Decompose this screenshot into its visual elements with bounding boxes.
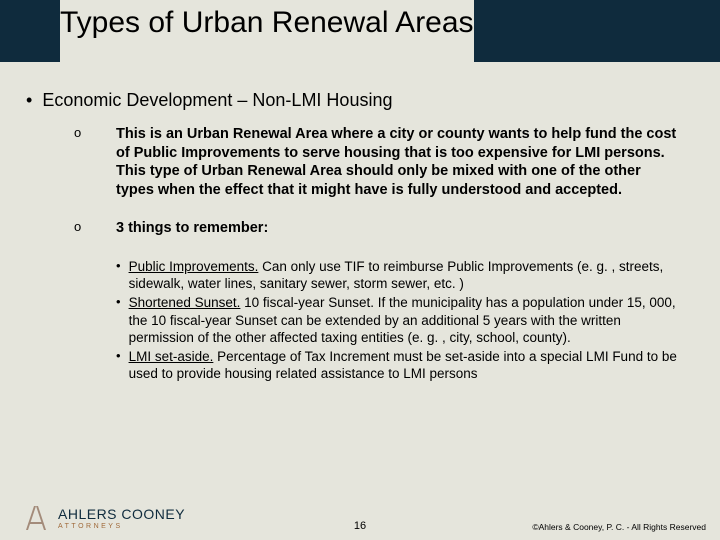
inner-body: Public Improvements. Can only use TIF to… xyxy=(129,258,680,293)
sub-marker: o xyxy=(74,219,116,238)
logo-name-text: AHLERS COONEY xyxy=(58,506,185,522)
inner-lead: LMI set-aside. xyxy=(129,349,214,364)
inner-body: Shortened Sunset. 10 fiscal-year Sunset.… xyxy=(129,294,680,346)
footer: AHLERS COONEY ATTORNEYS 16 ©Ahlers & Coo… xyxy=(0,482,720,540)
sub-marker: o xyxy=(74,125,116,199)
logo-name: AHLERS COONEY xyxy=(58,506,185,522)
inner-body: LMI set-aside. Percentage of Tax Increme… xyxy=(129,348,680,383)
logo: AHLERS COONEY ATTORNEYS xyxy=(22,502,185,534)
title-bar: Types of Urban Renewal Areas xyxy=(0,0,720,62)
page-number: 16 xyxy=(354,520,366,532)
inner-item: • LMI set-aside. Percentage of Tax Incre… xyxy=(116,348,680,383)
sub-body: 3 things to remember: xyxy=(116,219,680,238)
logo-text-block: AHLERS COONEY ATTORNEYS xyxy=(58,506,185,530)
logo-subtitle: ATTORNEYS xyxy=(58,523,185,530)
inner-list: • Public Improvements. Can only use TIF … xyxy=(116,258,680,383)
bullet-dot: • xyxy=(26,91,32,109)
sub-list: o This is an Urban Renewal Area where a … xyxy=(74,125,680,238)
inner-dot: • xyxy=(116,258,121,293)
sub-body: This is an Urban Renewal Area where a ci… xyxy=(116,125,680,199)
copyright-text: ©Ahlers & Cooney, P. C. - All Rights Res… xyxy=(532,522,706,532)
sub-item: o This is an Urban Renewal Area where a … xyxy=(74,125,680,199)
top-bullet: • Economic Development – Non-LMI Housing xyxy=(26,90,680,111)
inner-dot: • xyxy=(116,294,121,346)
top-bullet-text: Economic Development – Non-LMI Housing xyxy=(42,90,392,111)
inner-lead: Public Improvements. xyxy=(129,259,259,274)
inner-lead: Shortened Sunset. xyxy=(129,295,241,310)
inner-item: • Shortened Sunset. 10 fiscal-year Sunse… xyxy=(116,294,680,346)
inner-dot: • xyxy=(116,348,121,383)
content-area: • Economic Development – Non-LMI Housing… xyxy=(0,62,720,383)
sub-item: o 3 things to remember: xyxy=(74,219,680,238)
inner-item: • Public Improvements. Can only use TIF … xyxy=(116,258,680,293)
title-wrap: Types of Urban Renewal Areas xyxy=(60,0,474,62)
logo-mark-icon xyxy=(22,502,50,534)
slide-title: Types of Urban Renewal Areas xyxy=(60,6,474,40)
